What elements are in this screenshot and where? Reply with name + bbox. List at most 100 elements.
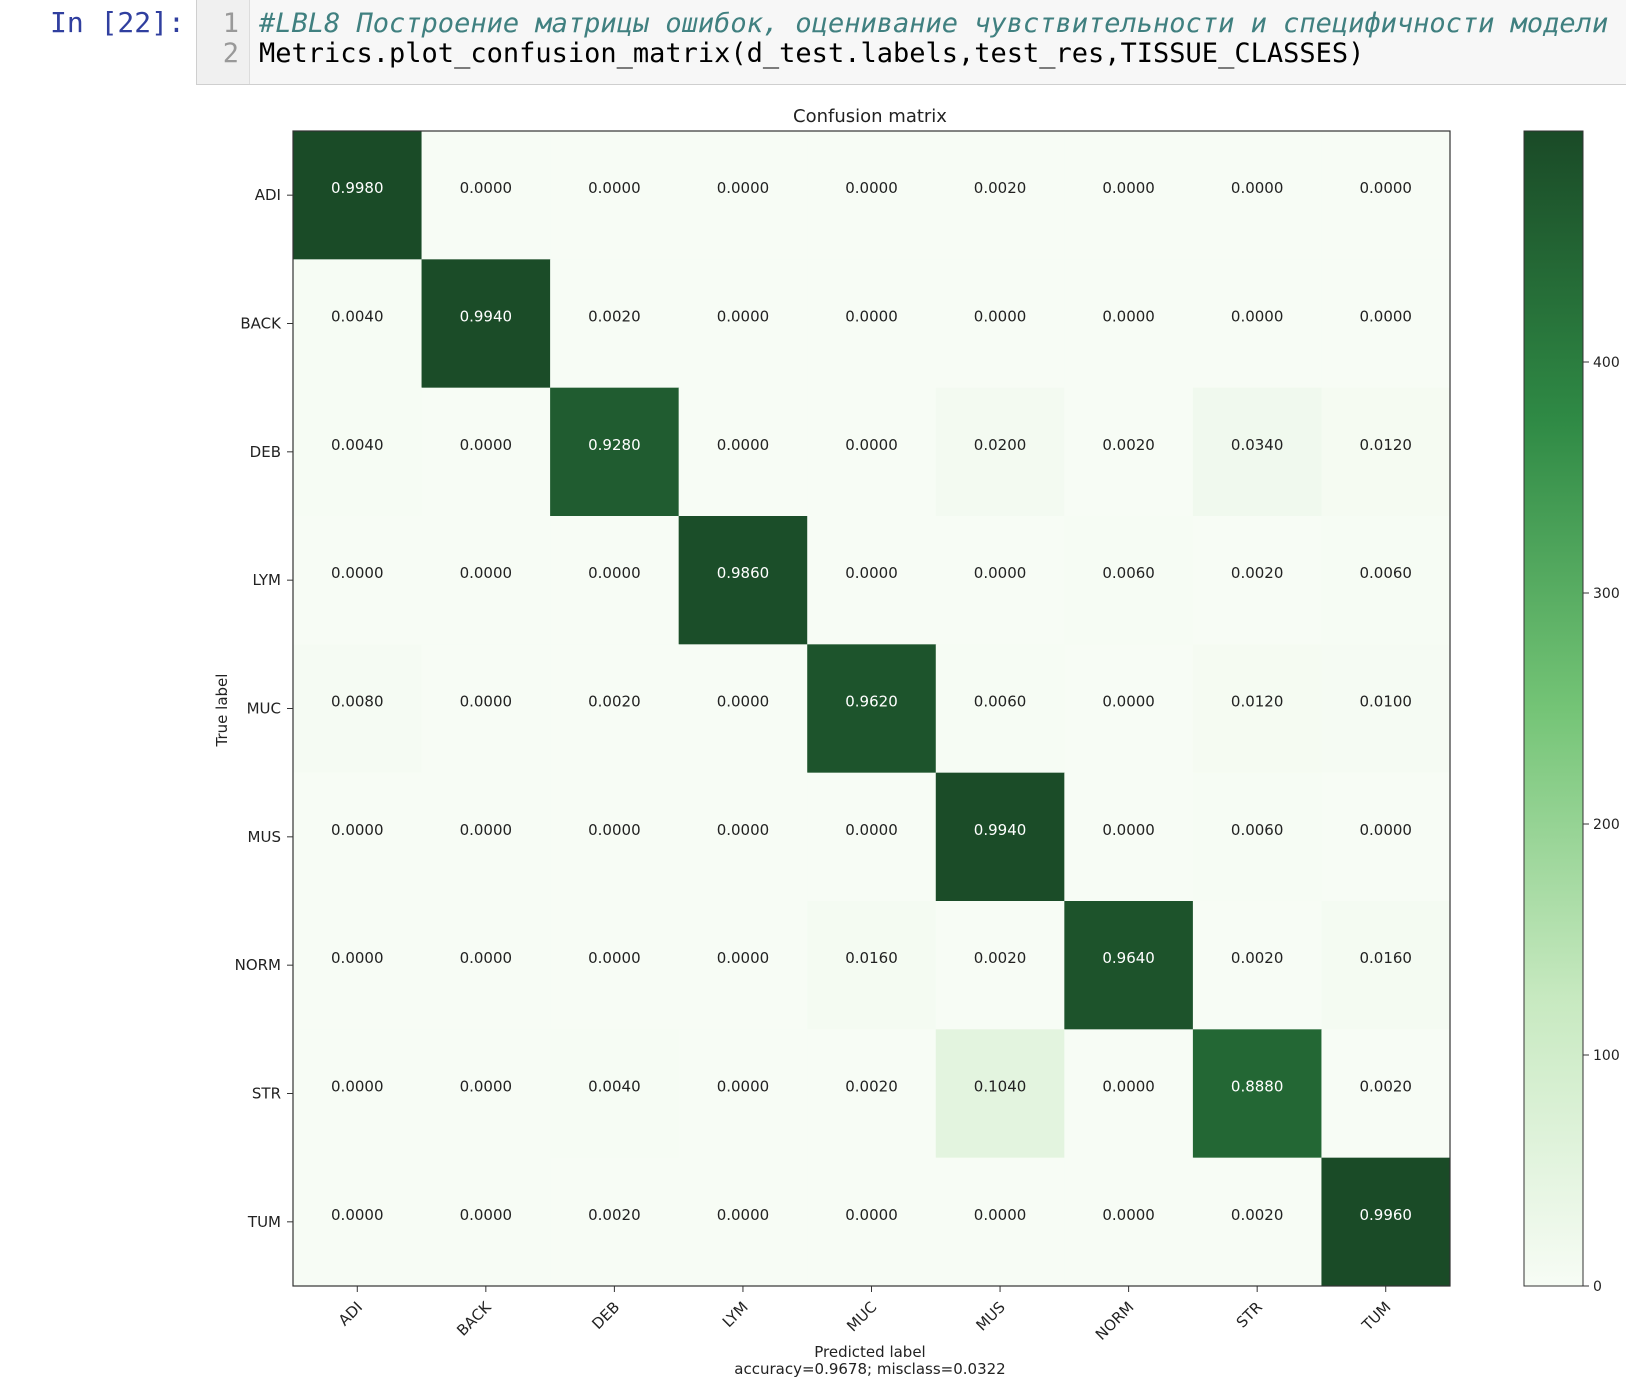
heatmap-cell — [293, 259, 423, 389]
cell-value-label: 0.0120 — [1231, 693, 1284, 711]
cell-value-label: 0.0060 — [1231, 821, 1284, 839]
colorbar-tick-label: 0 — [1593, 1279, 1602, 1295]
heatmap-cell — [807, 259, 937, 389]
heatmap-cell — [807, 1029, 937, 1159]
cell-value-label: 0.0160 — [1359, 949, 1412, 967]
code-cell-input[interactable]: 1 #LBL8 Построение матрицы ошибок, оцени… — [196, 0, 1626, 85]
heatmap-cell — [293, 772, 423, 902]
heatmap-cell — [550, 131, 680, 260]
cell-value-label: 0.0000 — [331, 1078, 384, 1096]
x-tick-label: LYM — [719, 1298, 752, 1331]
cell-value-label: 0.0020 — [1102, 436, 1155, 454]
cell-value-label: 0.0000 — [1102, 179, 1155, 197]
heatmap-cell — [807, 644, 937, 774]
heatmap-cell — [1192, 516, 1322, 645]
heatmap-cell — [293, 901, 423, 1030]
cell-value-label: 0.0000 — [717, 1206, 770, 1224]
heatmap-cell — [935, 131, 1065, 260]
cell-value-label: 0.0020 — [588, 1206, 641, 1224]
cell-value-label: 0.0020 — [1231, 949, 1284, 967]
cell-value-label: 0.0000 — [331, 1206, 384, 1224]
cell-value-label: 0.0000 — [1102, 308, 1155, 326]
heatmap-cell — [1192, 644, 1322, 774]
y-tick-label: LYM — [253, 571, 281, 589]
cell-value-label: 0.0020 — [1231, 564, 1284, 582]
x-tick-label: STR — [1233, 1298, 1266, 1331]
heatmap-cell — [935, 387, 1065, 517]
heatmap-cell — [935, 516, 1065, 645]
heatmap-cell — [1321, 644, 1451, 774]
cell-value-label: 0.0000 — [460, 564, 513, 582]
heatmap-cell — [1192, 1157, 1322, 1287]
cell-value-label: 0.0000 — [845, 308, 898, 326]
heatmap-cell — [293, 1029, 423, 1159]
cell-value-label: 0.9640 — [1102, 949, 1155, 967]
cell-value-label: 0.0000 — [588, 179, 641, 197]
heatmap-cell — [1321, 387, 1451, 517]
cell-value-label: 0.0000 — [974, 308, 1027, 326]
cell-value-label: 0.0000 — [974, 1206, 1027, 1224]
cell-value-label: 0.0000 — [460, 179, 513, 197]
heatmap-cell — [807, 516, 937, 645]
x-tick-label: MUC — [843, 1298, 880, 1335]
cell-value-label: 0.0000 — [588, 564, 641, 582]
x-axis-label: Predicted label — [814, 1343, 925, 1361]
cell-value-label: 0.0000 — [845, 179, 898, 197]
heatmap-cell — [678, 1157, 808, 1287]
heatmap-cell — [678, 1029, 808, 1159]
cell-value-label: 0.0020 — [588, 693, 641, 711]
heatmap-cell — [1064, 901, 1194, 1030]
heatmap-cell — [550, 387, 680, 517]
cell-value-label: 0.0000 — [845, 436, 898, 454]
cell-value-label: 0.0000 — [1231, 179, 1284, 197]
cell-value-label: 0.0000 — [331, 949, 384, 967]
heatmap-cell — [807, 772, 937, 902]
cell-value-label: 0.0340 — [1231, 436, 1284, 454]
cell-value-label: 0.0000 — [717, 1078, 770, 1096]
heatmap-cell — [550, 772, 680, 902]
cell-value-label: 0.0000 — [331, 821, 384, 839]
line-number: 1 — [222, 8, 239, 39]
chart-title: Confusion matrix — [793, 106, 947, 127]
cell-value-label: 0.9620 — [845, 693, 898, 711]
cell-value-label: 0.0000 — [845, 821, 898, 839]
heatmap-cell — [421, 516, 551, 645]
cell-value-label: 0.0000 — [845, 564, 898, 582]
y-tick-label: BACK — [240, 315, 282, 333]
y-tick-label: MUC — [247, 700, 281, 718]
y-axis-label: True label — [213, 674, 231, 748]
cell-value-label: 0.0080 — [331, 693, 384, 711]
cell-value-label: 0.0000 — [717, 949, 770, 967]
cell-value-label: 0.0000 — [1102, 693, 1155, 711]
heatmap-cell — [293, 1157, 423, 1287]
x-tick-label: DEB — [588, 1298, 623, 1333]
heatmap-cell — [678, 516, 808, 645]
heatmap-cell — [1321, 901, 1451, 1030]
heatmap-cell — [421, 259, 551, 389]
heatmap-cell — [1321, 259, 1451, 389]
heatmap-cell — [550, 644, 680, 774]
cell-value-label: 0.9940 — [974, 821, 1027, 839]
y-tick-label: TUM — [247, 1213, 281, 1231]
cell-value-label: 0.9960 — [1359, 1206, 1412, 1224]
cell-value-label: 0.0020 — [1231, 1206, 1284, 1224]
heatmap-cell — [293, 516, 423, 645]
colorbar-tick-label: 100 — [1593, 1048, 1620, 1064]
heatmap-cell — [1192, 259, 1322, 389]
heatmap-cell — [935, 1029, 1065, 1159]
heatmap-cell — [678, 901, 808, 1030]
heatmap-cell — [1064, 131, 1194, 260]
cell-value-label: 0.0020 — [1359, 1078, 1412, 1096]
cell-value-label: 0.0100 — [1359, 693, 1412, 711]
colorbar-tick-label: 200 — [1593, 817, 1620, 833]
heatmap-cell — [421, 387, 551, 517]
heatmap-cell — [421, 772, 551, 902]
cell-value-label: 0.0000 — [1359, 308, 1412, 326]
heatmap-cell — [1192, 901, 1322, 1030]
heatmap-cell — [1321, 772, 1451, 902]
heatmap-cell — [293, 387, 423, 517]
heatmap-cell — [678, 131, 808, 260]
cell-value-label: 0.0000 — [717, 693, 770, 711]
heatmap-cell — [1064, 772, 1194, 902]
heatmap-cell — [421, 131, 551, 260]
